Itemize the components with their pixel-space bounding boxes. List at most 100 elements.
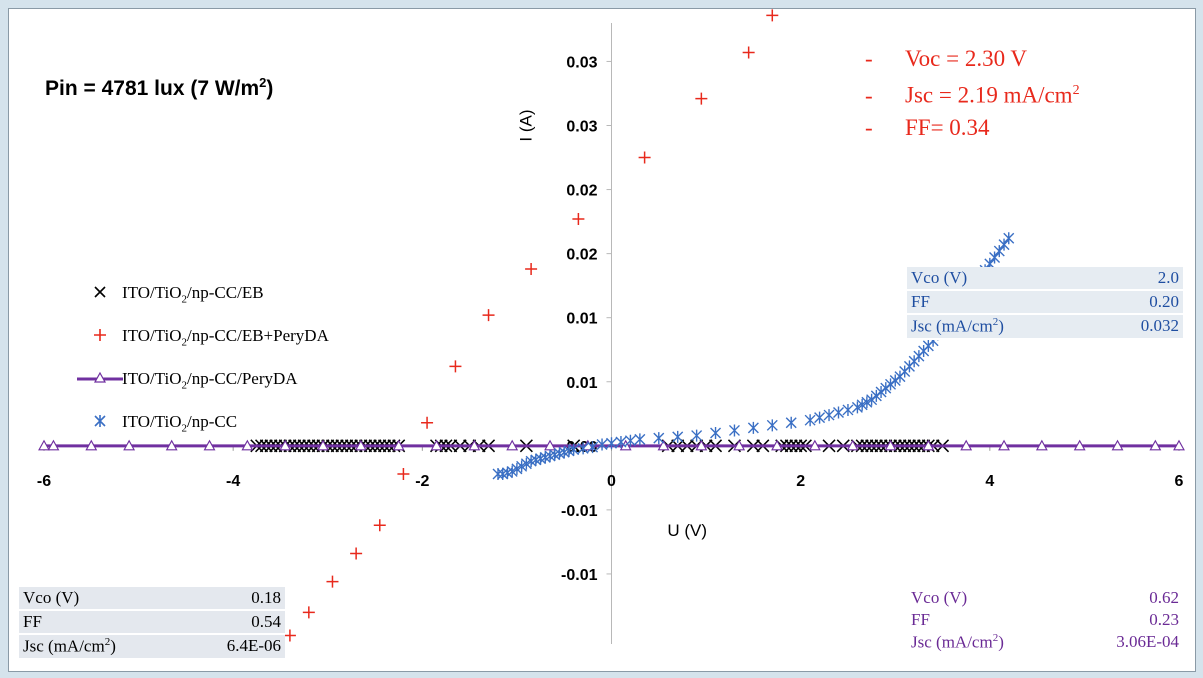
data-point-asterisk [606,437,617,450]
y-tick-label: 0.02 [566,183,597,200]
data-point-asterisk [615,435,627,448]
data-point-plus [525,263,538,275]
data-point-triangle [1111,439,1124,451]
data-point-triangle [1173,439,1185,451]
table-row: Vco (V) 0.18 [19,587,285,611]
data-point-triangle [38,439,50,451]
data-point-asterisk [814,411,826,424]
chart-frame: -6-4-202460.030.030.020.020.010.010.00-0… [8,8,1196,672]
legend-label-np-a: ITO/TiO [122,412,182,431]
irradiance-sup: 2 [259,75,267,90]
table-row: Jsc (mA/cm2) 3.06E-04 [907,631,1183,654]
data-point-asterisk [568,443,580,456]
y-tick-label: 0.01 [566,311,597,328]
stat-key: FF [19,610,177,635]
data-point-triangle [279,439,292,451]
stats-table-blue: Vco (V) 2.0 FF 0.20 Jsc (mA/cm2) 0.032 [907,267,1183,340]
table-row: Jsc (mA/cm2) 6.4E-06 [19,634,285,660]
results-red: - Voc = 2.30 V - Jsc = 2.19 mA/cm2 - FF= 0.… [865,43,1080,144]
data-point-triangle [771,439,783,451]
data-point-asterisk [998,238,1010,251]
data-point-triangle [123,439,136,451]
legend-label-eb: ITO/TiO2/np-CC/EB [122,271,264,321]
stat-key: Jsc (mA/cm2) [19,634,177,660]
legend-label-eb-a: ITO/TiO [122,283,182,302]
data-point-triangle [884,439,897,451]
stat-key-close: ) [998,632,1004,652]
y-tick-label: 0.02 [566,247,597,264]
stat-value: 3.06E-04 [1116,632,1179,652]
data-point-plus [326,575,339,588]
data-point-asterisk [842,403,854,416]
data-point-asterisk [766,419,778,432]
data-point-triangle [1073,439,1086,451]
stat-key-text: Jsc (mA/cm [911,316,993,336]
legend-label-eb-pery: ITO/TiO2/np-CC/EB+PeryDA [122,314,329,364]
data-point-asterisk [624,434,636,447]
data-point-plus [302,606,315,619]
stat-value: 0.54 [177,610,285,635]
table-row: FF 0.20 [907,290,1183,315]
legend-label-eb-pery-b: /np-CC/EB+PeryDA [187,326,329,345]
x-tick-label: 0 [607,473,616,490]
stat-key-sup: 2 [992,632,999,644]
y-tick-label: -0.01 [561,567,598,584]
data-point-triangle [846,439,859,451]
data-point-plus [373,519,386,532]
data-point-asterisk [596,438,608,451]
x-tick-label: 4 [985,473,994,490]
data-point-asterisk [691,429,703,442]
data-point-asterisk [993,245,1005,258]
data-point-triangle [506,439,519,451]
legend-label-np-b: /np-CC [187,412,238,431]
data-point-triangle [808,439,821,451]
y-tick-label: 0.01 [566,375,597,392]
table-row: FF 0.54 [19,610,285,635]
stat-key-sup: 2 [992,316,999,328]
result-jsc: - Jsc = 2.19 mA/cm2 [865,75,1080,112]
data-point-asterisk [634,433,646,446]
data-point-plus [350,547,363,560]
data-point-plus [449,360,462,373]
stat-value: 0.62 [1149,588,1179,607]
x-tick-label: 2 [796,473,805,490]
x-tick-label: -6 [37,473,51,490]
data-point-asterisk [587,441,599,454]
legend-label-eb-pery-a: ITO/TiO [122,326,182,345]
stat-key: Jsc (mA/cm2) [907,314,1045,340]
result-jsc-text: Jsc = 2.19 mA/cm [905,82,1073,108]
legend-label-eb-b: /np-CC/EB [187,283,264,302]
data-point-asterisk [672,430,684,443]
result-ff-dash: - [865,114,873,140]
data-point-triangle [392,439,405,451]
legend-label-eb-pery-sub: 2 [181,336,188,349]
result-voc-text: Voc = 2.30 V [905,46,1028,71]
data-point-triangle [47,439,60,451]
stat-value: 6.4E-06 [177,634,285,660]
table-row: Jsc (mA/cm2) 0.032 [907,314,1183,340]
data-point-plus [695,92,708,105]
data-point-asterisk [989,251,1001,264]
data-point-asterisk [785,416,797,429]
data-point-triangle [317,439,329,451]
legend-marker-x [94,286,106,298]
y-axis-title: I (A) [517,109,536,141]
data-point-plus [421,416,434,429]
table-row: Vco (V) 0.62 [907,587,1183,609]
data-point-plus [283,629,296,642]
result-voc-dash: - [865,46,873,71]
stat-key: Vco (V) [19,587,177,611]
stat-value: 0.032 [1045,314,1183,340]
result-ff-text: FF= 0.34 [905,114,990,140]
irradiance-label: Pin = 4781 lux (7 W/m2) [45,75,273,101]
legend-marker-triangle-line [77,371,123,383]
data-point-triangle [922,439,935,451]
data-point-triangle [165,439,178,451]
data-point-plus [766,9,779,22]
legend-label-eb-sub: 2 [181,293,188,306]
x-tick-label: 6 [1175,473,1184,490]
table-row: Vco (V) 2.0 [907,267,1183,291]
data-point-triangle [468,439,481,451]
data-point-plus [572,213,585,226]
stat-key: FF [907,290,1045,315]
